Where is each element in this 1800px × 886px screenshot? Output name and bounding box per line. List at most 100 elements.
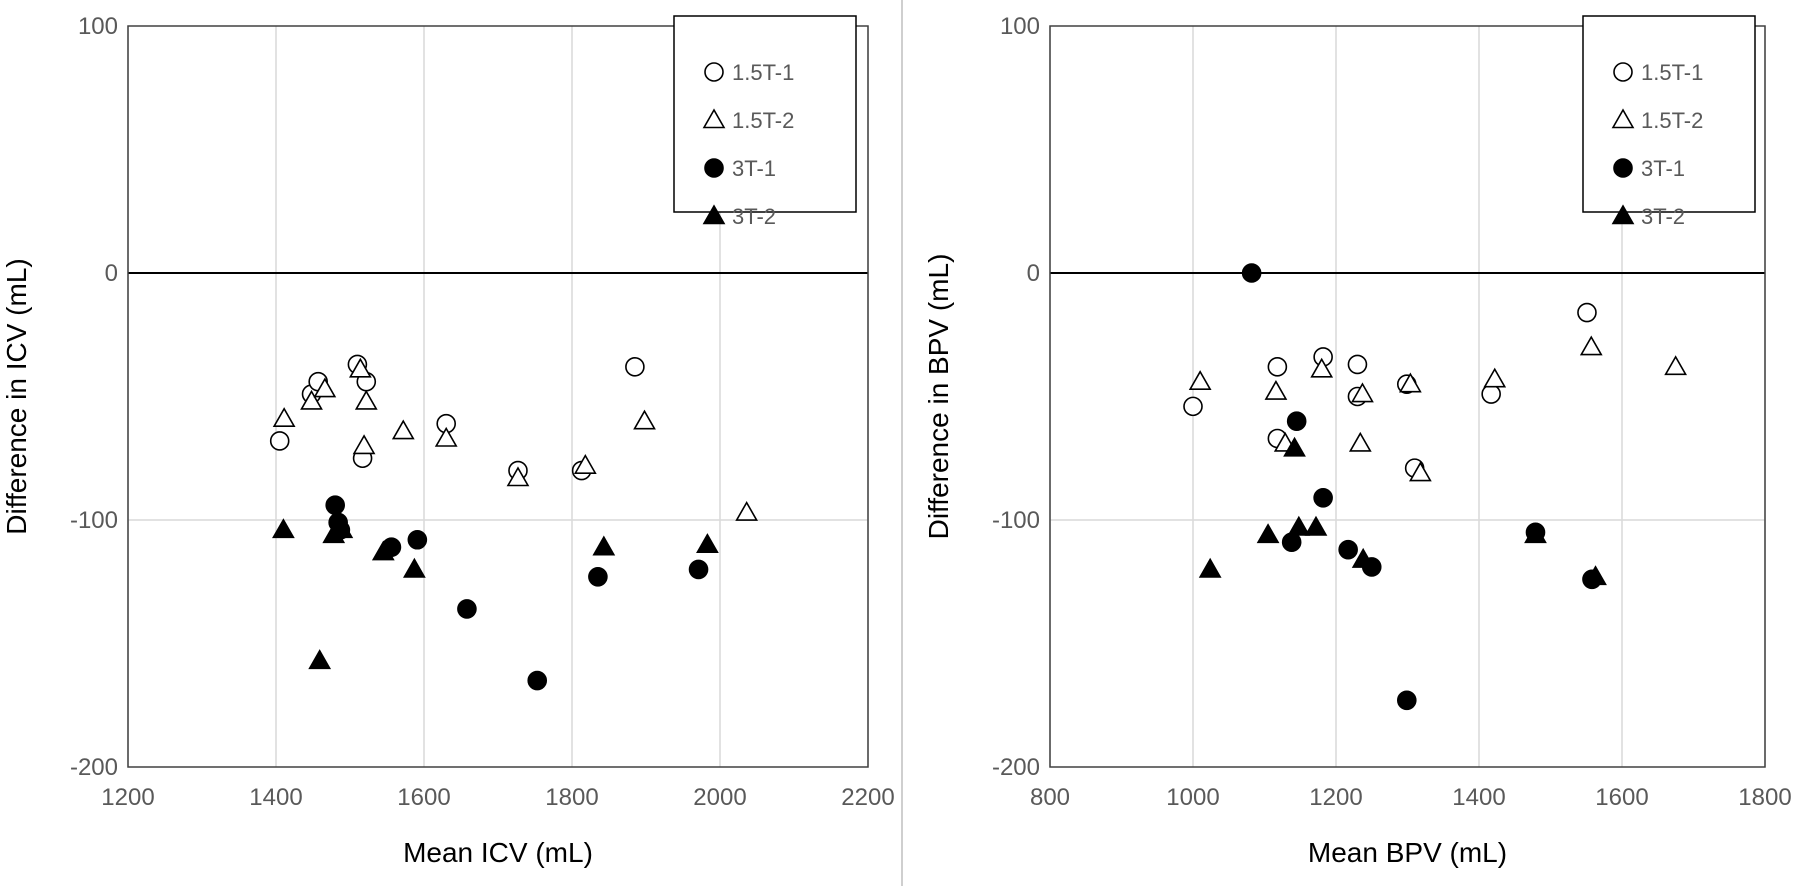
legend-label: 1.5T-1: [732, 60, 794, 85]
x-tick-label: 2000: [693, 784, 746, 811]
open-triangle-point: [391, 419, 415, 440]
y-tick-label: 0: [105, 260, 118, 287]
legend: 1.5T-1 1.5T-2 3T-1 3T-2: [673, 15, 857, 229]
x-tick-labels: 800 1000 1200 1400 1600 1800: [1030, 784, 1792, 811]
open-triangle-point: [1398, 372, 1422, 393]
y-tick-label: 0: [1027, 260, 1040, 287]
filled-triangle-point: [696, 533, 719, 554]
chart-panel-bpv: 100 0 -100 -200 800 1000 1200 1400 1600 …: [923, 13, 1792, 868]
filled-triangle-point: [371, 540, 395, 561]
filled-triangle-point: [1198, 557, 1222, 578]
filled-circle-point: [1313, 487, 1333, 508]
y-tick-label: -100: [992, 507, 1040, 534]
filled-triangle-point: [330, 518, 354, 539]
x-tick-label: 1200: [101, 784, 154, 811]
open-triangle-point: [313, 377, 337, 398]
open-triangle-point: [1664, 355, 1688, 376]
open-triangle-point: [1579, 335, 1603, 356]
filled-circle-point: [1241, 263, 1262, 283]
x-tick-label: 800: [1030, 784, 1070, 811]
legend-label: 3T-1: [732, 156, 776, 181]
filled-triangle-point: [403, 557, 426, 578]
open-triangle-point: [506, 466, 530, 487]
open-triangle-point: [272, 407, 296, 428]
legend-label: 1.5T-2: [1641, 108, 1703, 133]
legend-filled-circle-icon: [704, 158, 724, 178]
open-triangle-point: [354, 389, 378, 410]
y-tick-label: -200: [70, 754, 118, 781]
filled-triangle-point: [1524, 523, 1547, 544]
legend-filled-circle-icon: [1613, 158, 1633, 178]
y-tick-label: -100: [70, 507, 118, 534]
open-triangle-point: [434, 426, 458, 447]
filled-circle-point: [325, 495, 346, 515]
filled-triangle-point: [1256, 523, 1280, 544]
filled-triangle-point: [1304, 515, 1328, 536]
legend-open-triangle-icon: [1611, 108, 1635, 129]
open-triangle-point: [1188, 370, 1212, 390]
filled-triangle-point: [272, 518, 295, 539]
legend-open-triangle-icon: [702, 108, 726, 129]
x-tick-label: 1200: [1309, 784, 1362, 811]
x-axis-title: Mean BPV (mL): [1308, 837, 1507, 868]
filled-triangle-point: [1351, 547, 1375, 568]
y-tick-label: 100: [1000, 13, 1040, 40]
x-tick-label: 1800: [545, 784, 598, 811]
data-points: [1183, 263, 1688, 711]
open-circle-point: [1347, 354, 1368, 375]
plot-area-border: [1049, 25, 1766, 768]
filled-circle-point: [1281, 532, 1302, 553]
plot-area-border: [127, 25, 869, 768]
legend-label: 3T-2: [1641, 204, 1685, 229]
y-tick-labels: 100 0 -100 -200: [70, 13, 118, 781]
y-tick-label: -200: [992, 754, 1040, 781]
legend: 1.5T-1 1.5T-2 3T-1 3T-2: [1582, 15, 1756, 229]
legend-box: [673, 15, 857, 213]
filled-circle-point: [688, 559, 709, 580]
legend-label: 3T-1: [1641, 156, 1685, 181]
filled-circle-point: [1286, 411, 1307, 432]
y-tick-labels: 100 0 -100 -200: [992, 13, 1040, 781]
x-tick-label: 1400: [1452, 784, 1505, 811]
filled-triangle-point: [308, 649, 332, 670]
open-triangle-point: [300, 389, 323, 410]
filled-triangle-point: [1283, 436, 1306, 457]
x-tick-label: 1400: [249, 784, 302, 811]
y-axis-title: Difference in ICV (mL): [1, 258, 32, 534]
chart-panel-icv: 100 0 -100 -200 1200 1400 1600 1800 2000…: [1, 13, 895, 868]
legend-symbols: [702, 62, 726, 225]
legend-filled-triangle-icon: [702, 204, 726, 225]
y-tick-label: 100: [78, 13, 118, 40]
x-tick-label: 2200: [841, 784, 894, 811]
filled-circle-point: [1338, 539, 1358, 560]
open-triangle-point: [1351, 382, 1374, 403]
filled-circle-point: [407, 529, 428, 550]
x-tick-label: 1600: [1595, 784, 1648, 811]
open-triangle-point: [348, 357, 372, 378]
open-circle-point: [625, 357, 645, 377]
filled-circle-point: [527, 670, 548, 691]
open-triangle-point: [1264, 379, 1288, 400]
legend-box: [1582, 15, 1756, 213]
filled-triangle-point: [1287, 515, 1311, 536]
open-triangle-point: [1483, 367, 1507, 388]
open-circle-point: [1267, 357, 1288, 377]
y-axis-title: Difference in BPV (mL): [923, 254, 954, 540]
open-triangle-point: [633, 409, 656, 430]
x-tick-label: 1000: [1166, 784, 1219, 811]
legend-filled-triangle-icon: [1611, 204, 1635, 225]
open-triangle-point: [735, 500, 759, 521]
legend-open-circle-icon: [1613, 62, 1633, 82]
open-circle-point: [1577, 302, 1597, 323]
filled-triangle-point: [592, 535, 616, 556]
filled-triangle-point: [1584, 565, 1607, 586]
filled-circle-point: [588, 567, 608, 587]
legend-symbols: [1611, 62, 1635, 225]
open-triangle-point: [1310, 357, 1334, 378]
data-points: [269, 354, 759, 691]
filled-circle-point: [1396, 690, 1417, 711]
x-axis-title: Mean ICV (mL): [403, 837, 593, 868]
open-circle-point: [1183, 396, 1203, 417]
